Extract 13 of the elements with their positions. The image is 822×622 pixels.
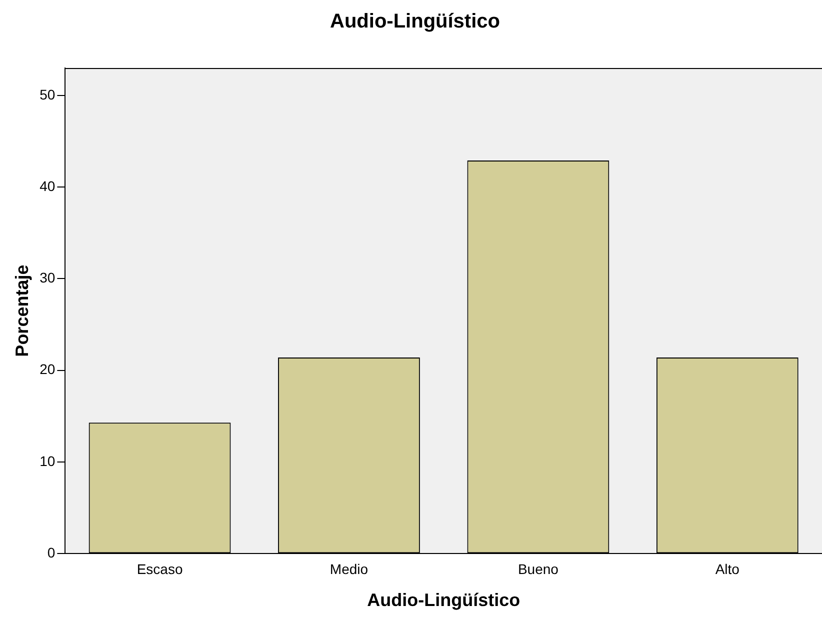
y-tick-label: 0: [47, 544, 56, 560]
y-tick-label: 40: [40, 178, 56, 194]
x-tick-label: Bueno: [518, 560, 559, 577]
x-tick-label: Alto: [715, 560, 740, 577]
y-axis-title: Porcentaje: [12, 264, 32, 357]
y-tick-label: 50: [40, 86, 56, 102]
y-tick-label: 20: [40, 361, 56, 378]
x-axis-title: Audio-Lingüístico: [367, 590, 520, 610]
x-tick-label: Escaso: [136, 560, 183, 577]
y-tick-label: 30: [40, 270, 56, 286]
x-tick-label: Medio: [330, 560, 368, 577]
chart-title: Audio-Lingüístico: [330, 10, 500, 33]
y-tick-label: 10: [40, 452, 56, 469]
